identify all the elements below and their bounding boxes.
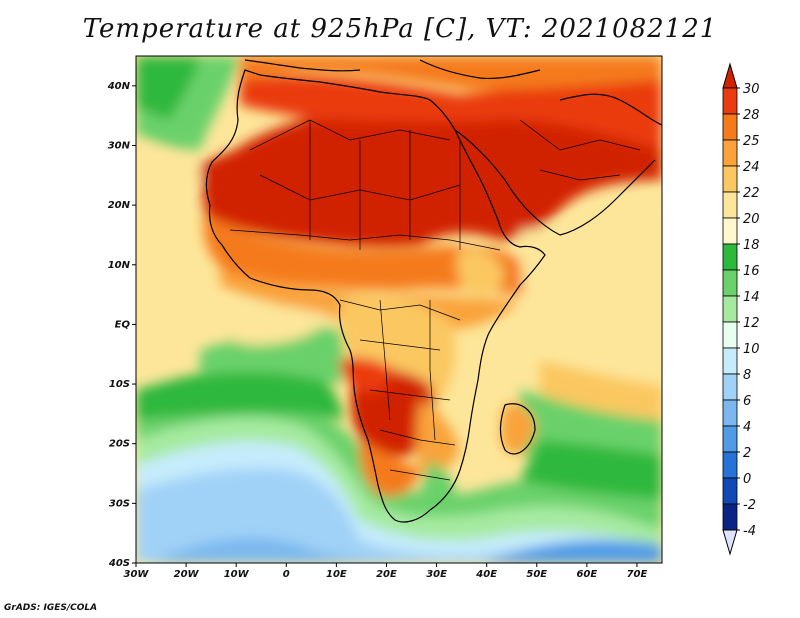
lon-tick-label: 70E bbox=[627, 569, 648, 580]
colorbar-label: 0 bbox=[743, 472, 751, 487]
lat-tick-label: 10N bbox=[108, 260, 131, 271]
colorbar-swatch bbox=[722, 243, 738, 271]
lat-tick-label: 30N bbox=[108, 140, 131, 151]
lat-tick-label: 40N bbox=[107, 81, 131, 92]
colorbar-label: 6 bbox=[743, 394, 751, 409]
lon-tick-label: 0 bbox=[283, 569, 290, 580]
country-borders bbox=[229, 119, 641, 481]
colorbar-swatch bbox=[722, 165, 738, 193]
lon-tick-label: 50E bbox=[526, 569, 547, 580]
colorbar-top-arrow bbox=[722, 62, 738, 89]
coastlines bbox=[205, 59, 662, 523]
lon-tick-label: 30E bbox=[426, 569, 447, 580]
colorbar-label: 20 bbox=[743, 212, 760, 227]
colorbar-label: 18 bbox=[743, 238, 760, 253]
latitude-axis: 40N 30N 20N 10N EQ 10S 20S 30S 40S bbox=[107, 81, 136, 569]
colorbar-swatch bbox=[722, 425, 738, 453]
colorbar-swatch bbox=[722, 477, 738, 505]
colorbar-bottom-arrow bbox=[722, 529, 738, 556]
colorbar-label: 25 bbox=[743, 134, 760, 149]
colorbar-label: 4 bbox=[743, 420, 751, 435]
colorbar-swatch bbox=[722, 295, 738, 323]
lon-tick-label: 40E bbox=[475, 569, 497, 580]
lat-tick-label: EQ bbox=[115, 319, 131, 330]
temperature-field bbox=[136, 56, 662, 563]
colorbar-swatch bbox=[722, 87, 738, 115]
colorbar-swatch bbox=[722, 113, 738, 141]
colorbar-swatch bbox=[722, 217, 738, 245]
colorbar-label: 2 bbox=[743, 446, 751, 461]
colorbar-label: 28 bbox=[743, 108, 760, 123]
lat-tick-label: 20S bbox=[109, 439, 130, 450]
colorbar-swatch bbox=[722, 451, 738, 479]
colorbar-swatch bbox=[722, 321, 738, 349]
lon-tick-label: 10E bbox=[326, 569, 347, 580]
colorbar-label: 22 bbox=[743, 186, 760, 201]
colorbar-label: -4 bbox=[743, 524, 756, 539]
lon-tick-label: 60E bbox=[576, 569, 597, 580]
lat-tick-label: 20N bbox=[108, 200, 131, 211]
lon-tick-label: 20W bbox=[174, 569, 200, 580]
colorbar-swatch bbox=[722, 373, 738, 401]
longitude-axis: 30W 20W 10W 0 10E 20E 30E 40E 50E 60E 70E bbox=[124, 563, 648, 580]
colorbar-swatch bbox=[722, 503, 738, 531]
map-frame bbox=[135, 55, 663, 564]
colorbar-label: 12 bbox=[743, 316, 760, 331]
lon-tick-label: 10W bbox=[224, 569, 250, 580]
colorbar-swatch bbox=[722, 191, 738, 219]
lat-tick-label: 10S bbox=[109, 379, 130, 390]
lon-tick-label: 30W bbox=[124, 569, 150, 580]
colorbar-swatch bbox=[722, 399, 738, 427]
colorbar-label: 24 bbox=[743, 160, 760, 175]
colorbar-label: 16 bbox=[743, 264, 760, 279]
colorbar-label: 30 bbox=[743, 82, 760, 97]
colorbar-swatch bbox=[722, 269, 738, 297]
colorbar-swatch bbox=[722, 347, 738, 375]
lat-tick-label: 30S bbox=[109, 498, 130, 509]
colorbar-swatch bbox=[722, 139, 738, 167]
colorbar-label: 14 bbox=[743, 290, 760, 305]
colorbar-label: -2 bbox=[743, 498, 756, 513]
colorbar-label: 8 bbox=[743, 368, 751, 383]
map-title: Temperature at 925hPa [C], VT: 202108212… bbox=[82, 14, 718, 44]
lon-tick-label: 20E bbox=[376, 569, 397, 580]
colorbar-label: 10 bbox=[743, 342, 760, 357]
lat-tick-label: 40S bbox=[108, 558, 130, 569]
credit-text: GrADS: IGES/COLA bbox=[4, 603, 98, 613]
